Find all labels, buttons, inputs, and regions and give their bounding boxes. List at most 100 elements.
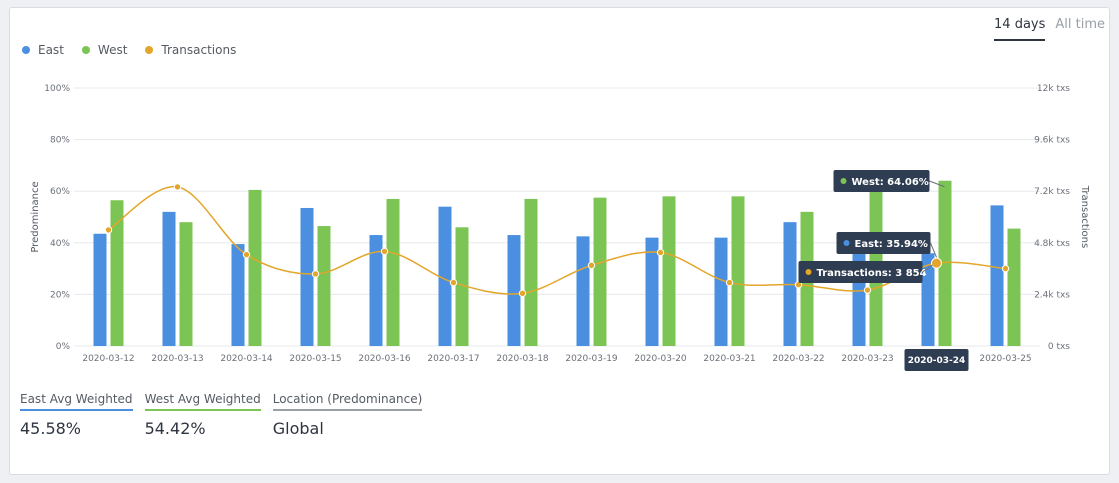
tooltip-east-leader [930,242,937,258]
bar-east [369,235,383,346]
x-tick-label: 2020-03-15 [289,354,341,364]
bar-east [300,207,314,346]
x-tick-label: 2020-03-14 [220,354,273,364]
bar-east [921,253,935,346]
transactions-point [104,226,113,234]
tooltip-transactions-box [798,261,923,283]
transactions-point [242,250,251,259]
tooltip-west-leader [929,180,945,188]
bar-west [317,226,331,346]
legend-swatch-transactions [145,46,154,54]
y-tick-label-left: 100% [44,84,70,94]
legend-label-transactions: Transactions [161,43,237,57]
tooltip-west-swatch [840,178,847,184]
transactions-point [449,278,458,287]
x-tick-label: 2020-03-20 [634,354,687,364]
bar-west [1007,228,1021,346]
bar-east [438,206,452,346]
bar-west [110,200,124,346]
tooltip-west-box [833,170,930,192]
stat-east-avg-label: East Avg Weighted [20,392,133,411]
x-tick-label: 2020-03-16 [358,354,411,364]
bar-west [731,196,745,346]
tooltip-east-text: East: 35.94% [855,239,928,250]
transactions-point [173,183,182,191]
x-tick-label: 2020-03-18 [496,354,549,364]
y-tick-label-left: 0% [56,342,71,352]
tooltip-transactions-text: Transactions: 3 854 [817,268,927,279]
bar-west [593,197,607,346]
y-axis-title-right: Transactions [1079,185,1090,248]
x-tick-label: 2020-03-21 [703,354,755,364]
y-tick-label-left: 60% [50,187,70,197]
y-tick-label-right: 2.4k txs [1034,290,1070,300]
tooltip-east-swatch [843,240,850,246]
legend-item-east[interactable]: East [22,43,64,57]
legend-label-east: East [38,43,64,57]
tooltip-west-text: West: 64.06% [852,177,929,188]
stat-west-avg-label: West Avg Weighted [144,392,261,411]
x-tick-label: 2020-03-25 [979,354,1031,364]
y-tick-label-right: 7.2k txs [1034,187,1070,197]
x-tick-label: 2020-03-19 [565,354,618,364]
bar-east [93,233,107,346]
bar-west [248,189,262,346]
legend-item-transactions[interactable]: Transactions [145,43,236,57]
bar-west [455,227,469,346]
legend-swatch-west [81,46,90,54]
x-tick-label: 2020-03-12 [82,354,134,364]
transactions-point [1001,264,1010,273]
tooltip-transactions-swatch [805,269,812,275]
stat-west-avg: West Avg Weighted 54.42% [144,392,261,438]
bar-west [524,198,538,346]
y-tick-label-left: 80% [50,136,70,146]
transactions-point [380,247,389,256]
y-axis-title-left: Predominance [30,181,41,252]
legend-label-west: West [97,43,128,57]
bar-east [231,244,245,346]
transactions-point [794,281,803,289]
transactions-point [311,270,320,278]
transactions-point [587,261,596,270]
bar-west [179,222,193,346]
transactions-point [863,286,872,294]
bar-east [576,236,590,346]
y-tick-label-right: 4.8k txs [1034,239,1070,249]
time-range-tabs: 14 days All time [994,15,1105,41]
bar-west [662,196,676,346]
y-tick-label-right: 12k txs [1037,84,1070,94]
transactions-point [931,257,942,269]
legend-swatch-east [22,46,30,54]
stat-location-value: Global [272,419,324,438]
tab-all-time[interactable]: All time [1055,17,1105,32]
x-tick-label: 2020-03-24 [908,356,966,366]
x-tick-highlight [904,349,969,371]
stat-location-label: Location (Predominance) [272,392,423,411]
bar-east [714,237,728,346]
summary-stats: East Avg Weighted 45.58% West Avg Weight… [20,392,423,438]
y-tick-label-left: 40% [50,239,70,249]
bar-west [938,180,952,346]
bar-east [507,235,521,346]
y-tick-label-right: 0 txs [1048,342,1070,352]
x-tick-label: 2020-03-22 [772,354,824,364]
x-tick-label: 2020-03-17 [427,354,479,364]
stat-east-avg-value: 45.58% [20,419,82,438]
y-tick-label-left: 20% [50,290,70,300]
bar-east [990,205,1004,346]
transactions-point [518,289,527,298]
stat-west-avg-value: 54.42% [144,419,206,438]
transactions-point [656,248,665,257]
tooltip-transactions-leader [922,264,933,273]
x-tick-label: 2020-03-23 [841,354,893,364]
legend-item-west[interactable]: West [81,43,128,57]
stat-east-avg: East Avg Weighted 45.58% [20,392,133,438]
bar-west [386,198,400,346]
chart-legend: East West Transactions [22,43,236,57]
bar-east [645,237,659,346]
predominance-chart: 0% 0 txs 20% 2.4k txs 40% 4.8k txs 60% 7.2k txs… [30,84,1090,371]
x-tick-label: 2020-03-13 [151,354,203,364]
y-tick-label-right: 9.6k txs [1034,136,1070,146]
transactions-point [725,278,734,287]
tab-14-days[interactable]: 14 days [994,15,1046,41]
